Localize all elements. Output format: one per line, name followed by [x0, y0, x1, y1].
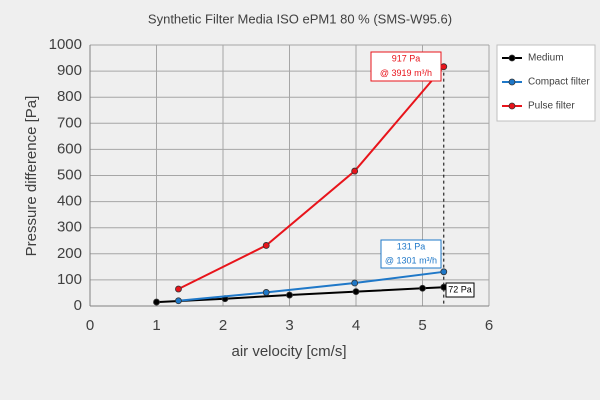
data-point [175, 285, 182, 293]
x-tick-label: 3 [285, 317, 293, 334]
annotation-text: @ 3919 m³/h [380, 68, 432, 78]
data-point [262, 289, 270, 296]
annotation-text: 917 Pa [392, 54, 421, 64]
data-point [351, 167, 359, 175]
legend-label: Pulse filter [528, 101, 575, 112]
legend-marker [508, 102, 516, 110]
y-tick-label: 800 [57, 88, 82, 105]
data-point [440, 268, 448, 276]
legend-marker [508, 54, 516, 62]
y-tick-label: 1000 [49, 36, 82, 53]
annotation-text: @ 1301 m³/h [385, 255, 437, 265]
x-tick-label: 4 [352, 317, 360, 334]
annotation-box [445, 282, 475, 298]
y-axis-label: Pressure difference [Pa] [23, 96, 40, 257]
chart-title: Synthetic Filter Media ISO ePM1 80 % (SM… [148, 11, 452, 26]
annotation-box [370, 51, 442, 82]
x-tick-label: 5 [418, 317, 426, 334]
y-tick-label: 700 [57, 114, 82, 131]
x-tick-label: 2 [219, 317, 227, 334]
legend-label: Medium [528, 53, 564, 64]
legend-label: Compact filter [528, 77, 590, 88]
data-point [175, 297, 182, 305]
data-point [286, 291, 293, 299]
x-tick-label: 6 [485, 317, 493, 334]
annotation-box [380, 239, 442, 269]
y-tick-label: 0 [74, 297, 82, 314]
data-point [351, 279, 359, 287]
data-point [153, 298, 160, 306]
y-tick-label: 400 [57, 193, 82, 210]
data-point [262, 242, 270, 249]
annotation-text: 72 Pa [448, 284, 472, 294]
legend-marker [508, 78, 516, 86]
data-point [352, 288, 360, 296]
y-tick-label: 100 [57, 271, 82, 288]
y-tick-label: 300 [57, 219, 82, 236]
x-axis-label: air velocity [cm/s] [231, 343, 346, 360]
x-tick-label: 0 [86, 317, 94, 334]
data-point [440, 63, 448, 71]
series-line [178, 66, 445, 290]
y-tick-label: 900 [57, 62, 82, 79]
y-tick-label: 500 [57, 166, 82, 183]
y-tick-label: 200 [57, 245, 82, 262]
annotation-text: 131 Pa [397, 241, 426, 251]
y-tick-label: 600 [57, 140, 82, 157]
series-line [178, 270, 444, 302]
data-point [419, 284, 426, 292]
series-line [156, 286, 444, 304]
x-tick-label: 1 [152, 317, 160, 334]
